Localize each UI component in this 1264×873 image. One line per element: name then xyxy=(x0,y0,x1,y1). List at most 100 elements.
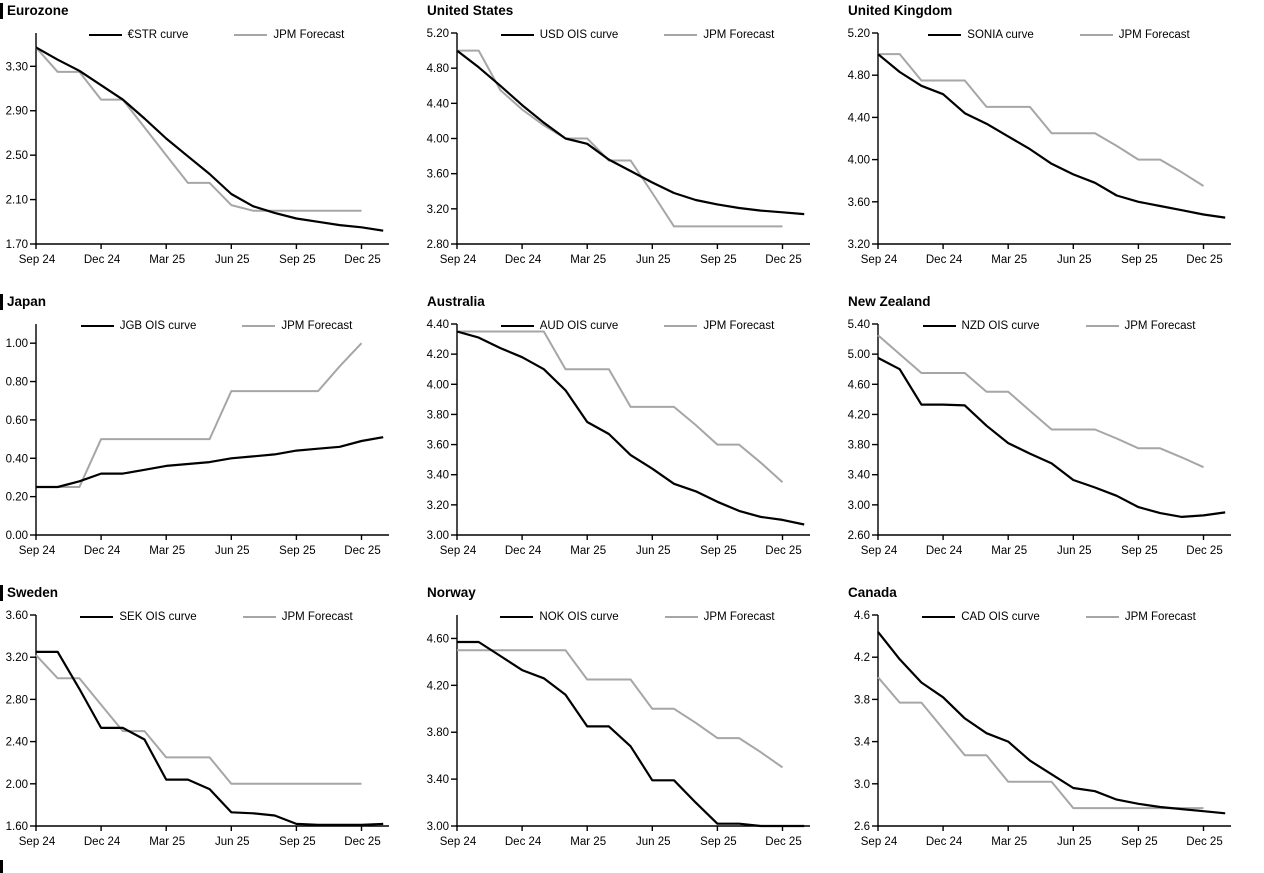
plot-svg: 3.30 2.90 2.50 2.10 1.70 Sep 24 Dec 24 Mar 25 Ju… xyxy=(6,33,389,266)
x-tick-label: Dec 25 xyxy=(344,836,380,848)
y-tick-label: 3.60 xyxy=(848,197,870,209)
x-tick-label: Jun 25 xyxy=(215,836,250,848)
chart-panel-eurozone: Eurozone €STR curve JPM Forecast 3.30 2.90 2.… xyxy=(0,0,421,291)
y-tick-label: 2.50 xyxy=(6,150,28,162)
chart-panel-sweden: Sweden SEK OIS curve JPM Forecast 3.60 3.20 2… xyxy=(0,582,421,873)
x-tick-label: Jun 25 xyxy=(215,545,250,557)
y-tick-label: 4.40 xyxy=(848,112,870,124)
y-tick-label: 4.00 xyxy=(427,379,449,391)
x-tick-label: Dec 24 xyxy=(84,545,121,557)
y-tick-label: 5.40 xyxy=(848,319,870,331)
x-tick-label: Sep 25 xyxy=(279,836,315,848)
y-tick-label: 3.80 xyxy=(427,409,449,421)
x-tick-label: Sep 25 xyxy=(1121,545,1157,557)
y-tick-label: 3.30 xyxy=(6,61,28,73)
x-tick-label: Sep 24 xyxy=(19,254,56,266)
chart-header: United Kingdom xyxy=(842,1,1264,20)
x-tick-label: Sep 24 xyxy=(19,545,56,557)
ois-curve-line xyxy=(456,49,805,216)
x-tick-label: Dec 24 xyxy=(84,254,121,266)
y-tick-label: 0.80 xyxy=(6,377,28,389)
x-tick-label: Sep 24 xyxy=(861,545,898,557)
y-tick-label: 3.60 xyxy=(427,169,449,181)
forecast-line xyxy=(457,330,784,484)
y-tick-label: 2.60 xyxy=(848,530,870,542)
y-tick-label: 1.00 xyxy=(6,338,28,350)
plot-svg: 4.60 4.20 3.80 3.40 3.00 Sep 24 Dec 24 Mar 25 Ju… xyxy=(427,615,810,848)
y-tick-label: 3.4 xyxy=(854,737,871,749)
section-bar xyxy=(0,584,3,601)
x-tick-label: Jun 25 xyxy=(636,254,671,266)
y-tick-label: 3.00 xyxy=(848,500,870,512)
y-tick-label: 3.20 xyxy=(427,500,449,512)
y-tick-label: 2.80 xyxy=(427,239,449,251)
y-tick-label: 4.80 xyxy=(427,63,449,75)
plot-svg: 5.20 4.80 4.40 4.00 3.60 3.20 2.80 Sep 24 Dec 24… xyxy=(427,28,810,266)
x-tick-label: Mar 25 xyxy=(149,254,185,266)
plot-svg: 5.40 5.00 4.60 4.20 3.80 3.40 3.00 2.60 Sep 24 De… xyxy=(848,319,1231,557)
y-tick-label: 3.00 xyxy=(427,821,449,833)
y-tick-label: 0.20 xyxy=(6,492,28,504)
y-tick-label: 4.20 xyxy=(848,409,870,421)
y-tick-label: 4.00 xyxy=(848,155,870,167)
y-tick-label: 4.40 xyxy=(427,98,449,110)
forecast-line xyxy=(878,53,1205,187)
chart-panel-canada: Canada CAD OIS curve JPM Forecast 4.6 4.2 3.8… xyxy=(842,582,1264,873)
y-tick-label: 3.60 xyxy=(427,440,449,452)
y-tick-label: 2.00 xyxy=(6,779,28,791)
chart-panel-united-kingdom: United Kingdom SONIA curve JPM Forecast 5.2… xyxy=(842,0,1264,291)
x-tick-label: Mar 25 xyxy=(149,836,185,848)
y-tick-label: 4.00 xyxy=(427,134,449,146)
x-tick-label: Jun 25 xyxy=(636,836,671,848)
chart-panel-japan: Japan JGB OIS curve JPM Forecast 1.00 0.80 0.… xyxy=(0,291,421,582)
chart-header: United States xyxy=(421,1,842,20)
forecast-line xyxy=(877,676,1204,810)
x-tick-label: Sep 24 xyxy=(19,836,56,848)
y-tick-label: 4.40 xyxy=(427,319,449,331)
ois-curve-line xyxy=(456,330,805,526)
ois-curve-line xyxy=(877,53,1226,219)
x-tick-label: Dec 25 xyxy=(765,545,801,557)
y-tick-label: 3.80 xyxy=(848,440,870,452)
y-tick-label: 1.60 xyxy=(6,821,28,833)
y-tick-label: 2.10 xyxy=(6,195,28,207)
y-tick-label: 1.70 xyxy=(6,239,28,251)
section-bar xyxy=(0,2,3,19)
chart-panel-norway: Norway NOK OIS curve JPM Forecast 4.60 4.20 3… xyxy=(421,582,842,873)
ois-curve-line xyxy=(36,436,384,489)
chart-header: Australia xyxy=(421,292,842,311)
x-tick-label: Dec 25 xyxy=(765,836,801,848)
x-tick-label: Sep 25 xyxy=(1121,254,1157,266)
ois-curve-line xyxy=(877,631,1226,815)
x-tick-label: Sep 25 xyxy=(1121,836,1157,848)
chart-header: Eurozone xyxy=(0,1,421,20)
x-tick-label: Dec 24 xyxy=(926,545,963,557)
y-tick-label: 3.0 xyxy=(854,779,870,791)
y-tick-label: 2.6 xyxy=(854,821,870,833)
x-tick-label: Dec 25 xyxy=(1186,254,1222,266)
x-tick-label: Sep 25 xyxy=(279,254,315,266)
plot-svg: 4.6 4.2 3.8 3.4 3.0 2.6 Sep 24 Dec 24 Mar 25 Jun … xyxy=(854,610,1231,848)
x-tick-label: Sep 24 xyxy=(440,836,477,848)
x-tick-label: Dec 25 xyxy=(344,254,380,266)
x-tick-label: Mar 25 xyxy=(991,254,1027,266)
y-tick-label: 3.8 xyxy=(854,694,870,706)
ois-curve-line xyxy=(877,356,1226,518)
x-tick-label: Mar 25 xyxy=(149,545,185,557)
y-tick-label: 5.20 xyxy=(848,28,870,40)
section-bar xyxy=(0,293,3,310)
forecast-line xyxy=(877,334,1204,469)
x-tick-label: Jun 25 xyxy=(1057,545,1092,557)
plot-svg: 3.60 3.20 2.80 2.40 2.00 1.60 Sep 24 Dec 24 Mar … xyxy=(6,610,389,848)
chart-panel-new-zealand: New Zealand NZD OIS curve JPM Forecast 5.40… xyxy=(842,291,1264,582)
x-tick-label: Sep 25 xyxy=(700,545,736,557)
forecast-line xyxy=(457,49,783,228)
x-tick-label: Dec 24 xyxy=(505,254,542,266)
y-tick-label: 3.80 xyxy=(427,727,449,739)
chart-header: Japan xyxy=(0,292,421,311)
y-tick-label: 4.20 xyxy=(427,349,449,361)
y-tick-label: 4.6 xyxy=(854,610,870,622)
chart-header: Canada xyxy=(842,583,1264,602)
y-tick-label: 2.90 xyxy=(6,106,28,118)
